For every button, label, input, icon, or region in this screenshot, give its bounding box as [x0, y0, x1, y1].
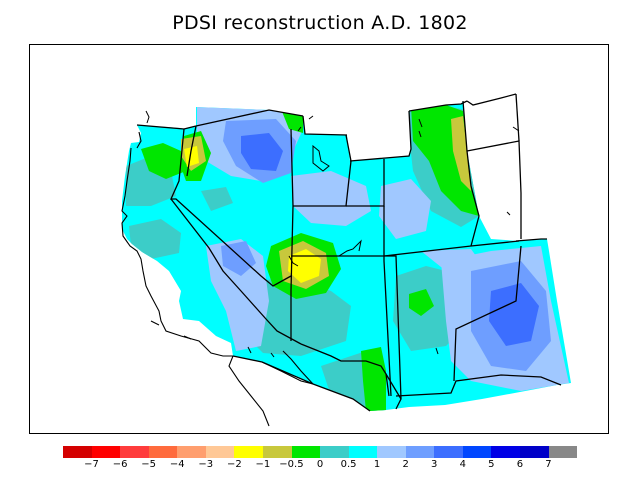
legend-tick-label: 7 — [545, 459, 552, 470]
legend-swatch — [462, 446, 492, 458]
pdsi-contours — [122, 101, 571, 411]
legend-tick-label: 4 — [459, 459, 466, 470]
legend-swatch — [91, 446, 121, 458]
legend-colorbar — [63, 446, 578, 458]
legend-swatch — [377, 446, 406, 458]
contour-minus0.5-to-0 — [409, 289, 434, 316]
legend-tick-label: −0.5 — [279, 459, 304, 470]
legend-swatch — [63, 446, 92, 458]
legend-tick-label: −3 — [198, 459, 214, 470]
contour-2-to-3 — [221, 241, 256, 276]
contour-minus2-to-minus1 — [288, 249, 321, 283]
legend-tick-label: −4 — [169, 459, 185, 470]
contour-0-to-0.5 — [129, 219, 181, 259]
legend-swatch — [148, 446, 178, 458]
coastline — [121, 131, 314, 427]
legend-tick-label: −2 — [226, 459, 242, 470]
contour-minus2-to-minus1 — [184, 146, 199, 167]
contour-minus0.5-to-0 — [141, 143, 186, 179]
legend-swatch — [548, 446, 578, 458]
legend-tick-label: 5 — [488, 459, 495, 470]
legend-swatch — [291, 446, 321, 458]
legend-tick-label: 0 — [316, 459, 324, 470]
map-title: PDSI reconstruction A.D. 1802 — [172, 12, 468, 34]
legend-swatch — [177, 446, 206, 458]
contour-1-to-2 — [206, 239, 269, 351]
legend-tick-label: 0.5 — [340, 459, 357, 470]
legend-swatch — [120, 446, 149, 458]
legend-swatch — [205, 446, 235, 458]
contour-minus1-to-minus0.5 — [451, 116, 471, 191]
contour-1-to-2 — [291, 171, 371, 226]
legend-tick-label: −6 — [112, 459, 128, 470]
contour-0-to-0.5 — [201, 187, 233, 211]
legend-ticks: −7 −6 −5 −4 −3 −2 −1 −0.5 0 0.5 1 2 3 4 5 6 7 — [63, 459, 577, 473]
legend-swatch — [320, 446, 349, 458]
legend-swatch — [234, 446, 263, 458]
contour-1-to-2 — [379, 179, 431, 239]
map-frame — [29, 44, 609, 434]
legend-tick-label: 3 — [431, 459, 438, 470]
contour-3-to-4 — [241, 133, 283, 171]
pdsi-map — [121, 93, 571, 427]
state-boundaries — [136, 93, 562, 412]
legend-tick-label: −1 — [255, 459, 271, 470]
legend-tick-label: 2 — [402, 459, 409, 470]
legend-swatch — [262, 446, 292, 458]
legend-tick-label: 6 — [516, 459, 524, 470]
legend-tick-label: 1 — [373, 459, 381, 470]
lakes — [145, 110, 520, 358]
legend-swatch — [405, 446, 435, 458]
legend-swatch — [491, 446, 520, 458]
contour-1-to-2 — [421, 249, 481, 271]
contour-3-to-4 — [489, 283, 539, 346]
legend-swatch — [520, 446, 549, 458]
contour-minus0.5-to-0 — [361, 347, 386, 411]
legend-swatch — [434, 446, 463, 458]
legend-tick-label: −7 — [84, 459, 99, 470]
legend-tick-label: −5 — [141, 459, 157, 470]
legend-swatch — [348, 446, 378, 458]
